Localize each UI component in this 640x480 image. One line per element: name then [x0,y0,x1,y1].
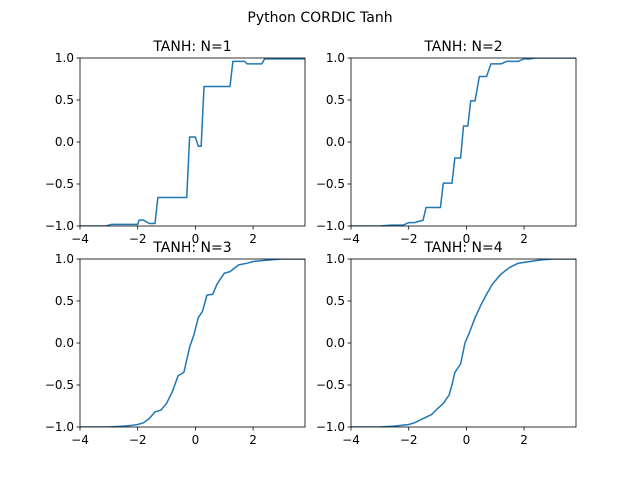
x-tick-label: −4 [342,232,360,246]
axes-frame [79,258,306,428]
y-tick-label: 0.5 [326,294,345,308]
y-tick-label: 1.0 [55,51,74,65]
subplot-title: TANH: N=2 [423,39,502,55]
figure-title: Python CORDIC Tanh [247,10,392,26]
x-tick-label: −2 [129,433,147,447]
subplot-4: TANH: N=4 −4 −2 0 2 −1.0 −0.5 0.0 0.5 1.0 [316,240,577,447]
y-tick-label: −1.0 [45,420,74,434]
tanh-series-line-2-1 [351,58,576,226]
y-tick-label: −0.5 [316,378,345,392]
subplot-2: TANH: N=2 −4 −2 0 2 −1.0 −0.5 0.0 0.5 1.0 [316,39,577,246]
y-tick-label: 1.0 [326,252,345,266]
y-tick-label: −1.0 [316,420,345,434]
x-tick-label: −2 [400,433,418,447]
subplot-title: TANH: N=4 [423,240,502,256]
subplot-1: TANH: N=1 −4 −2 0 2 −1.0 −0.5 0.0 0.5 1.0 [45,39,306,246]
tanh-series-line-1-1 [80,58,305,226]
y-tick-label: 0.0 [55,336,74,350]
subplot-title: TANH: N=3 [152,240,231,256]
y-tick-label: −1.0 [316,219,345,233]
y-tick-label: 0.5 [326,93,345,107]
y-tick-label: 0.0 [326,336,345,350]
x-tick-label: 0 [463,232,471,246]
y-tick-label: 1.0 [326,51,345,65]
x-tick-label: −2 [129,232,147,246]
x-tick-label: −4 [342,433,360,447]
x-tick-label: 2 [249,232,257,246]
x-tick-label: 0 [192,433,200,447]
y-tick-label: 0.0 [55,135,74,149]
tanh-series-line-4-1 [351,259,576,427]
y-tick-label: 0.5 [55,294,74,308]
subplot-3: TANH: N=3 −4 −2 0 2 −1.0 −0.5 0.0 0.5 1.0 [45,240,306,447]
axes-frame [350,258,577,428]
x-tick-label: 0 [463,433,471,447]
axes-frame [350,57,577,227]
x-tick-label: 2 [520,232,528,246]
y-tick-label: −0.5 [45,177,74,191]
subplot-title: TANH: N=1 [152,39,231,55]
y-tick-label: −0.5 [45,378,74,392]
x-tick-label: −4 [71,232,89,246]
y-tick-label: 0.0 [326,135,345,149]
y-tick-label: −0.5 [316,177,345,191]
x-tick-label: 2 [249,433,257,447]
y-tick-label: 1.0 [55,252,74,266]
x-tick-label: 0 [192,232,200,246]
x-tick-label: −4 [71,433,89,447]
y-tick-label: −1.0 [45,219,74,233]
axes-frame [79,57,306,227]
y-tick-label: 0.5 [55,93,74,107]
x-tick-label: 2 [520,433,528,447]
tanh-series-line-3-1 [80,259,305,427]
x-tick-label: −2 [400,232,418,246]
